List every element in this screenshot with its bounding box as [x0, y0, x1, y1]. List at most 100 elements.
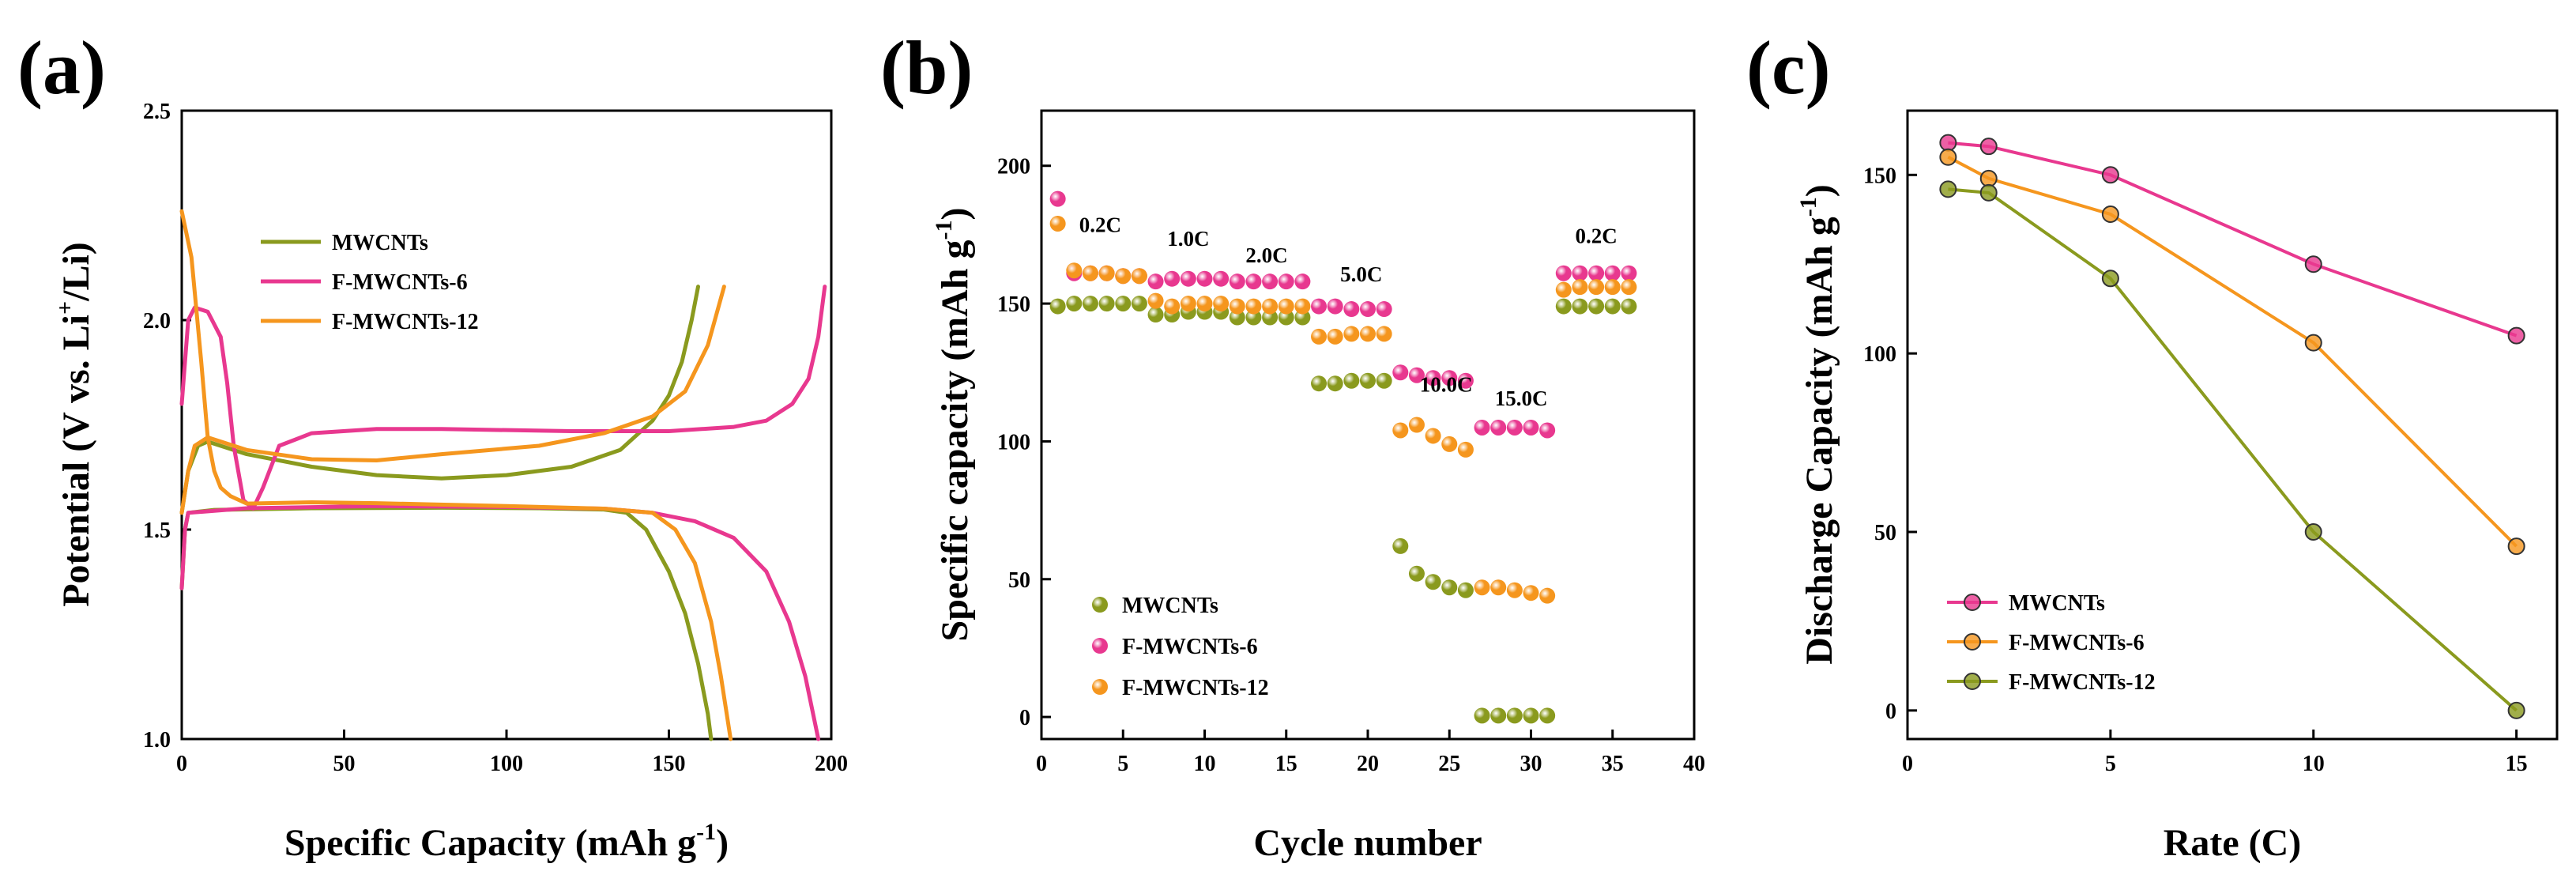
series-line-f-mwcnts-6-discharge	[179, 503, 821, 741]
panel-a-label: (a)	[17, 25, 106, 110]
panel-b-rate-annotations: 0.2C 1.0C 2.0C 5.0C 10.0C 15.0C 0.2C	[1079, 213, 1618, 410]
data-point-f-mwcnts-12	[1425, 428, 1441, 444]
data-point-mwcnts	[1979, 138, 1998, 156]
x-tick-label: 0	[176, 752, 187, 776]
data-point-f-mwcnts-12	[2507, 701, 2525, 719]
data-point-f-mwcnts-12	[1376, 326, 1392, 342]
data-point-f-mwcnts-6	[1311, 298, 1328, 315]
data-point-f-mwcnts-6	[1278, 273, 1294, 290]
data-point-f-mwcnts-12	[1360, 326, 1376, 342]
data-point-mwcnts	[1098, 296, 1115, 312]
y-tick-label: 150	[997, 292, 1030, 317]
panel-b-label: (b)	[880, 25, 973, 110]
legend-label: MWCNTs	[332, 231, 428, 255]
data-point-f-mwcnts-6	[2101, 205, 2119, 223]
data-point-f-mwcnts-6	[1539, 422, 1556, 439]
data-point-f-mwcnts-6	[1490, 419, 1507, 436]
x-tick-label: 0	[1902, 752, 1913, 776]
data-point-mwcnts	[1408, 565, 1425, 582]
x-tick-label: 150	[653, 752, 686, 776]
data-point-mwcnts	[2507, 326, 2525, 345]
x-tick-label: 50	[333, 752, 356, 776]
y-tick-label: 50	[1874, 521, 1896, 545]
data-point-mwcnts	[2101, 166, 2119, 184]
y-tick-label: 200	[997, 155, 1030, 179]
data-point-f-mwcnts-6	[1555, 265, 1572, 281]
data-point-mwcnts	[1131, 296, 1147, 312]
data-point-mwcnts	[1621, 298, 1637, 315]
data-point-f-mwcnts-6	[1229, 273, 1245, 290]
y-tick-label: 100	[997, 430, 1030, 454]
data-point-f-mwcnts-6	[1621, 265, 1637, 281]
data-point-f-mwcnts-12	[1588, 279, 1605, 296]
panel-c-y-axis-title: Discharge Capacity (mAh g-1)	[1795, 184, 1840, 665]
data-point-f-mwcnts-12	[1262, 298, 1279, 315]
data-point-f-mwcnts-12	[1213, 296, 1230, 312]
x-tick-label: 25	[1438, 752, 1460, 776]
data-point-f-mwcnts-12	[1327, 328, 1343, 345]
y-tick-label: 1.5	[143, 519, 171, 543]
data-point-f-mwcnts-6	[1408, 367, 1425, 383]
data-point-f-mwcnts-6	[1939, 148, 1957, 166]
panel-c-series	[1939, 134, 2525, 719]
rate-annotation: 5.0C	[1340, 262, 1382, 286]
y-tick-label: 2.5	[143, 100, 171, 124]
data-point-f-mwcnts-12	[1049, 215, 1066, 232]
data-point-f-mwcnts-6	[1164, 270, 1181, 287]
series-line-f-mwcnts-12-discharge	[179, 209, 733, 741]
y-tick-label: 0	[1019, 706, 1030, 730]
data-point-mwcnts	[1147, 307, 1164, 323]
data-point-f-mwcnts-6	[1196, 270, 1213, 287]
x-tick-label: 15	[2506, 752, 2528, 776]
data-point-f-mwcnts-12	[1131, 268, 1147, 285]
panel-a-x-axis-title: Specific Capacity (mAh g-1)	[284, 819, 729, 864]
data-point-f-mwcnts-6	[1425, 370, 1441, 387]
data-point-f-mwcnts-12	[1506, 582, 1523, 598]
panel-a-plot-frame	[180, 109, 833, 741]
data-point-mwcnts	[1392, 537, 1409, 554]
data-point-mwcnts	[1360, 372, 1376, 389]
rate-annotation: 10.0C	[1420, 373, 1473, 397]
data-point-mwcnts	[1066, 296, 1083, 312]
data-point-f-mwcnts-6	[1572, 265, 1588, 281]
data-point-f-mwcnts-6	[1262, 273, 1279, 290]
data-point-f-mwcnts-6	[1213, 270, 1230, 287]
data-point-f-mwcnts-6	[1474, 419, 1490, 436]
y-tick-label: 150	[1863, 164, 1896, 188]
data-point-mwcnts	[1245, 309, 1262, 326]
panel-c-label: (c)	[1746, 25, 1831, 110]
panel-b-x-axis-title: Cycle number	[1253, 822, 1482, 864]
data-point-mwcnts	[1229, 309, 1245, 326]
x-tick-label: 200	[815, 752, 848, 776]
x-tick-label: 40	[1683, 752, 1705, 776]
data-point-f-mwcnts-6	[1588, 265, 1605, 281]
data-point-f-mwcnts-12	[1066, 262, 1083, 279]
panel-b-series	[1049, 190, 1637, 724]
data-point-f-mwcnts-12	[1115, 268, 1132, 285]
data-point-f-mwcnts-12	[1164, 298, 1181, 315]
data-point-mwcnts	[1082, 296, 1098, 312]
rate-annotation: 2.0C	[1245, 243, 1287, 267]
panel-a-legend: MWCNTs F-MWCNTs-6 F-MWCNTs-12	[261, 231, 479, 334]
legend-label: MWCNTs	[2009, 591, 2105, 616]
data-point-mwcnts	[1457, 582, 1474, 598]
data-point-f-mwcnts-12	[1555, 281, 1572, 298]
panel-c-plot-frame	[1906, 109, 2559, 741]
data-point-f-mwcnts-12	[1147, 292, 1164, 309]
x-tick-label: 35	[1602, 752, 1624, 776]
data-point-f-mwcnts-12	[1196, 296, 1213, 312]
legend-label: F-MWCNTs-6	[1122, 635, 1258, 659]
data-point-f-mwcnts-6	[1604, 265, 1621, 281]
data-point-f-mwcnts-6	[1523, 419, 1539, 436]
data-point-mwcnts	[1376, 372, 1392, 389]
data-point-f-mwcnts-12	[1082, 265, 1098, 281]
rate-annotation: 1.0C	[1167, 227, 1209, 251]
series-line-mwcnts	[1948, 141, 2518, 338]
y-tick-label: 2.0	[143, 309, 171, 334]
panel-a: (a) 0 50 100 150 200 1.0 1.5 2.0 2.5 MWCNTs F-MWC…	[17, 25, 848, 864]
data-point-mwcnts	[1294, 309, 1311, 326]
data-point-mwcnts	[1572, 298, 1588, 315]
data-point-mwcnts	[1327, 375, 1343, 392]
x-tick-label: 5	[2105, 752, 2116, 776]
